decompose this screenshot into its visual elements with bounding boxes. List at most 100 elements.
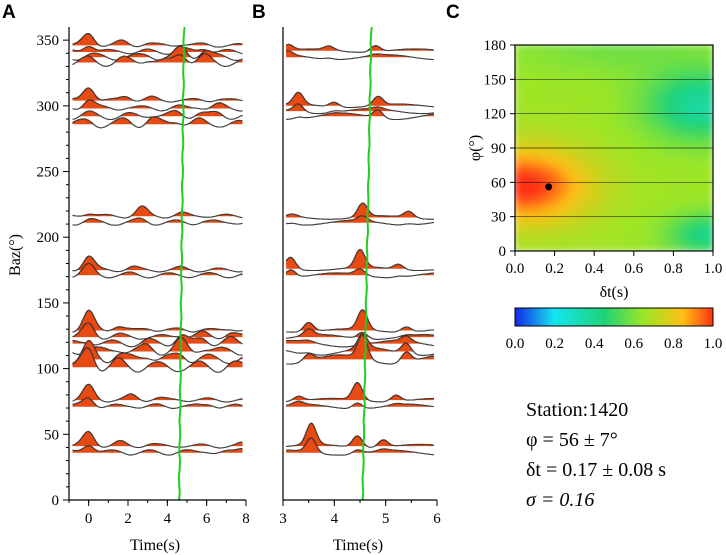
heatmap-cell — [696, 123, 707, 134]
heatmap-cell — [601, 131, 611, 142]
heatmap-cell — [569, 45, 580, 54]
heatmap-cell — [664, 139, 675, 149]
heatmap-cell — [672, 139, 683, 149]
heatmap-cell — [656, 83, 667, 94]
x-tick-label: 0.2 — [545, 261, 564, 277]
heatmap-cell — [609, 51, 619, 62]
heatmap-cell — [617, 162, 627, 173]
heatmap-cell — [624, 210, 635, 221]
heatmap-cell — [521, 131, 532, 142]
heatmap-cell — [601, 202, 611, 213]
heatmap-cell — [593, 51, 604, 62]
heatmap-cell — [624, 202, 635, 213]
heatmap-cell — [672, 107, 683, 118]
x-tick-label: 2 — [124, 511, 132, 527]
heatmap-cell — [609, 178, 619, 189]
heatmap-cell — [585, 226, 596, 237]
heatmap-cell — [561, 115, 572, 126]
heatmap-cell — [672, 131, 683, 142]
heatmap-cell — [521, 115, 532, 126]
heatmap-cell — [521, 59, 532, 70]
heatmap-cell — [656, 170, 667, 181]
heatmap-cell — [553, 59, 564, 70]
panel-c-ylabel: φ(°) — [467, 135, 484, 161]
heatmap-cell — [672, 170, 683, 181]
heatmap-cell — [515, 67, 524, 78]
heatmap-cell — [688, 59, 699, 70]
heatmap-cell — [696, 131, 707, 142]
heatmap-cell — [529, 75, 540, 86]
heatmap-cell — [529, 162, 540, 173]
heatmap-cell — [569, 194, 580, 205]
heatmap-cell — [545, 115, 556, 126]
trace-line-highlight — [286, 334, 434, 365]
heatmap-cell — [672, 202, 683, 213]
heatmap-cell — [585, 202, 596, 213]
heatmap-cell — [553, 123, 564, 134]
heatmap-cell — [545, 123, 556, 134]
heatmap-cell — [664, 107, 675, 118]
x-tick-label: 1.0 — [704, 261, 723, 277]
heatmap-cell — [704, 218, 713, 229]
heatmap-cell — [537, 75, 548, 86]
panel-b-axes: 3 4 5 6 — [279, 27, 441, 527]
trace-group — [72, 205, 243, 226]
heatmap-cell — [632, 67, 643, 78]
heatmap-cell — [537, 194, 548, 205]
heatmap-cell — [696, 45, 707, 54]
heatmap-cell — [569, 83, 580, 94]
heatmap-cell — [515, 234, 524, 245]
heatmap-cell — [561, 45, 572, 54]
heatmap-cell — [521, 194, 532, 205]
heatmap-cell — [529, 202, 540, 213]
heatmap-cell — [521, 186, 532, 197]
heatmap-cell — [609, 170, 619, 181]
heatmap-cell — [688, 194, 699, 205]
heatmap-cell — [601, 115, 611, 126]
heatmap-cell — [585, 162, 596, 173]
heatmap-cell — [688, 91, 699, 102]
heatmap-cell — [577, 218, 588, 229]
heatmap-cell — [569, 218, 580, 229]
colorbar — [514, 307, 714, 327]
heatmap-cell — [577, 178, 588, 189]
trace-line-highlight — [72, 53, 243, 67]
heatmap-cell — [553, 107, 564, 118]
heatmap-cell — [680, 234, 691, 245]
heatmap-cell — [696, 178, 707, 189]
heatmap-cell — [664, 194, 675, 205]
heatmap-cell — [545, 202, 556, 213]
heatmap-cell — [593, 123, 604, 134]
heatmap-cell — [680, 83, 691, 94]
heatmap-cell — [648, 45, 659, 54]
heatmap-cell — [648, 139, 659, 149]
trace-fill — [72, 218, 243, 223]
heatmap-cell — [688, 210, 699, 221]
heatmap-cell — [672, 123, 683, 134]
heatmap-cell — [617, 147, 627, 157]
heatmap-cell — [585, 91, 596, 102]
heatmap-cell — [688, 67, 699, 78]
heatmap-cell — [688, 123, 699, 134]
heatmap-cell — [515, 147, 524, 157]
trace-fill — [72, 322, 243, 338]
trace-line-highlight — [72, 322, 243, 340]
heatmap-cell — [577, 242, 588, 251]
heatmap-cell — [529, 131, 540, 142]
heatmap-cell — [680, 59, 691, 70]
heatmap-cell — [515, 139, 524, 149]
heatmap-cell — [585, 139, 596, 149]
heatmap-cell — [680, 107, 691, 118]
heatmap-cell — [585, 123, 596, 134]
heatmap-cell — [680, 170, 691, 181]
heatmap-cell — [529, 59, 540, 70]
heatmap-cell — [545, 186, 556, 197]
heatmap-cell — [537, 147, 548, 157]
heatmap-cell — [632, 154, 643, 165]
heatmap-cell — [561, 51, 572, 62]
heatmap-cell — [585, 218, 596, 229]
heatmap-cell — [569, 75, 580, 86]
heatmap-cell — [569, 51, 580, 62]
heatmap-cell — [537, 154, 548, 165]
